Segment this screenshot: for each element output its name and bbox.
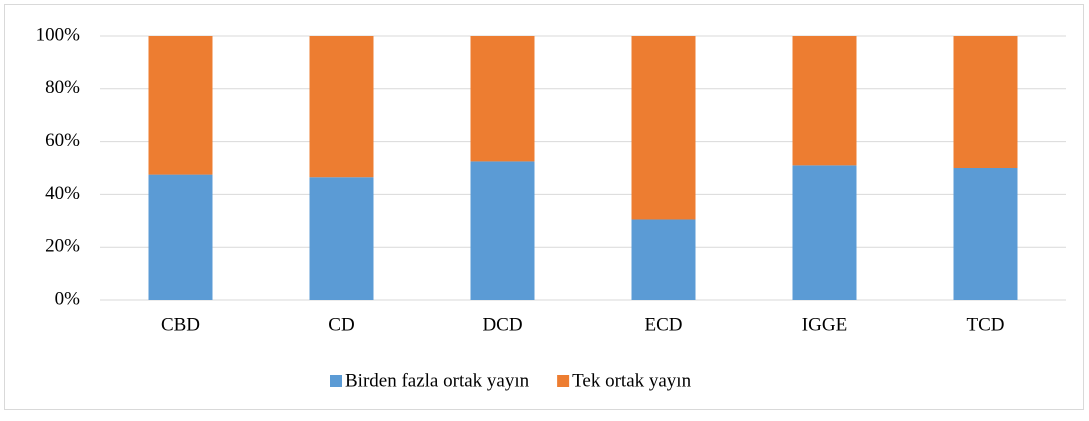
bar-segment xyxy=(470,36,535,162)
bar-segment xyxy=(631,219,696,300)
y-tick-label: 80% xyxy=(45,77,80,98)
x-tick-label: TCD xyxy=(967,314,1005,335)
y-tick-label: 60% xyxy=(45,130,80,151)
x-tick-label: ECD xyxy=(645,314,683,335)
y-tick-label: 100% xyxy=(36,24,81,45)
bar-segment xyxy=(470,161,535,300)
legend-swatch xyxy=(557,375,570,387)
y-tick-label: 40% xyxy=(45,183,80,204)
x-tick-label: CBD xyxy=(161,314,200,335)
bar-segment xyxy=(309,177,374,300)
legend-label: Tek ortak yayın xyxy=(572,370,691,391)
bar-segment xyxy=(148,174,213,300)
x-tick-label: DCD xyxy=(482,314,522,335)
x-tick-label: IGGE xyxy=(802,314,847,335)
legend-swatch xyxy=(330,375,342,387)
x-tick-label: CD xyxy=(328,314,354,335)
bar-segment xyxy=(792,165,857,300)
bar-segment xyxy=(953,36,1018,168)
legend-label: Birden fazla ortak yayın xyxy=(345,370,530,391)
bar-segment xyxy=(148,36,213,175)
bar-segment xyxy=(631,36,696,220)
y-tick-label: 20% xyxy=(45,236,80,257)
bar-segment xyxy=(792,36,857,166)
bar-segment xyxy=(309,36,374,178)
y-tick-label: 0% xyxy=(55,288,81,309)
bar-segment xyxy=(953,168,1018,300)
